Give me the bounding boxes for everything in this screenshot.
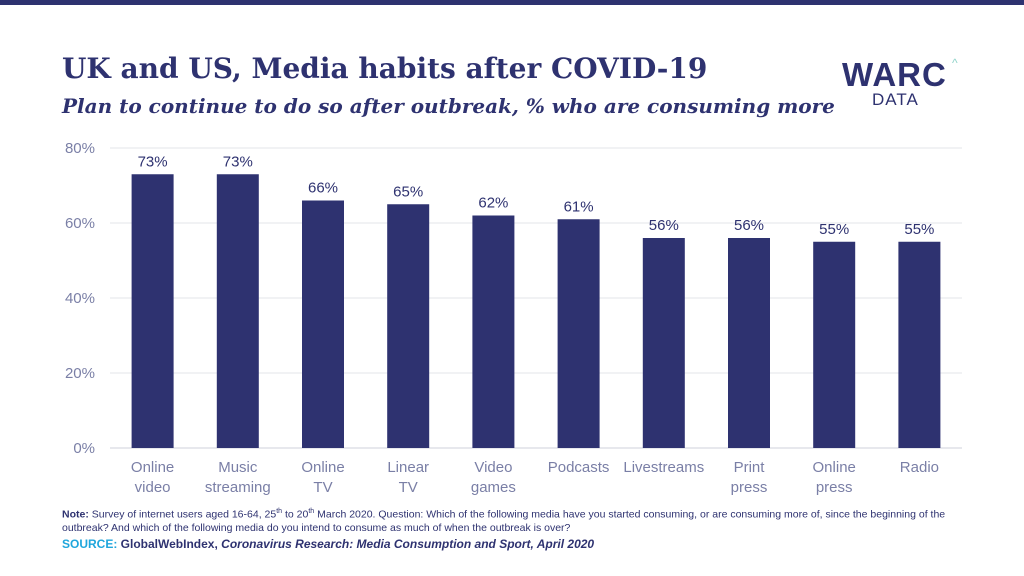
data-label: 65% xyxy=(393,183,423,200)
source-title: Coronavirus Research: Media Consumption … xyxy=(217,537,595,551)
data-label: 55% xyxy=(904,221,934,238)
x-tick-label: TV xyxy=(399,479,418,496)
bar xyxy=(131,174,174,448)
y-tick-label: 80% xyxy=(65,140,95,157)
x-tick-label: Online xyxy=(131,459,174,476)
bar xyxy=(302,200,344,448)
note-label: Note: xyxy=(62,508,89,521)
data-label: 73% xyxy=(223,153,253,170)
x-tick-label: Video xyxy=(474,459,512,476)
logo-wordmark: WARC xyxy=(842,56,947,93)
note-text-2: to 20 xyxy=(282,508,309,521)
x-tick-label: press xyxy=(731,479,768,496)
y-tick-label: 60% xyxy=(65,215,95,232)
bar xyxy=(387,204,430,448)
source-label: SOURCE: xyxy=(62,537,118,551)
bar xyxy=(472,215,515,448)
data-label: 56% xyxy=(734,217,764,234)
bar xyxy=(557,219,600,448)
data-label: 55% xyxy=(819,221,849,238)
x-tick-label: Radio xyxy=(900,459,939,476)
warc-data-logo: WARC ^ DATA xyxy=(842,56,972,114)
y-tick-label: 40% xyxy=(65,290,95,307)
x-tick-label: Online xyxy=(301,459,344,476)
logo-caret-icon: ^ xyxy=(952,56,958,70)
bar xyxy=(642,238,685,448)
bar xyxy=(813,241,856,448)
x-tick-label: Print xyxy=(734,459,766,476)
x-tick-label: streaming xyxy=(205,479,271,496)
note-sup-2: th xyxy=(308,508,315,515)
x-tick-label: Linear xyxy=(387,459,429,476)
bar-chart: 0% 20% 40% 60% 80% 73% Online video 73% Music stre… xyxy=(65,140,962,496)
data-label: 61% xyxy=(564,198,594,215)
x-tick-label: video xyxy=(135,479,171,496)
source-line: SOURCE: GlobalWebIndex, Coronavirus Rese… xyxy=(62,537,594,551)
data-label: 56% xyxy=(649,217,679,234)
chart-title: UK and US, Media habits after COVID-19 xyxy=(62,52,708,85)
bar xyxy=(728,238,770,448)
x-tick-label: Online xyxy=(813,459,856,476)
bar xyxy=(898,241,941,448)
x-tick-label: Podcasts xyxy=(548,459,610,476)
y-tick-label: 20% xyxy=(65,365,95,382)
data-label: 73% xyxy=(138,153,168,170)
note-text-1: Survey of internet users aged 16-64, 25 xyxy=(88,508,277,521)
logo-subtitle: DATA xyxy=(872,90,919,109)
bar xyxy=(216,174,259,448)
top-accent-bar xyxy=(0,0,1024,5)
x-tick-label: TV xyxy=(313,479,332,496)
data-label: 62% xyxy=(478,195,508,212)
note-sup-1: th xyxy=(276,508,283,515)
x-tick-label: Music xyxy=(218,459,258,476)
data-label: 66% xyxy=(308,180,338,197)
note-text-3: March 2020. Question: Which of the follo… xyxy=(62,508,946,534)
x-tick-label: Livestreams xyxy=(623,459,704,476)
x-tick-label: press xyxy=(816,479,853,496)
source-org: GlobalWebIndex, xyxy=(117,537,218,551)
chart-subtitle: Plan to continue to do so after outbreak… xyxy=(62,94,835,118)
x-tick-label: games xyxy=(471,479,516,496)
footnote: Note: Survey of internet users aged 16-6… xyxy=(62,505,962,535)
y-tick-label: 0% xyxy=(73,440,95,457)
